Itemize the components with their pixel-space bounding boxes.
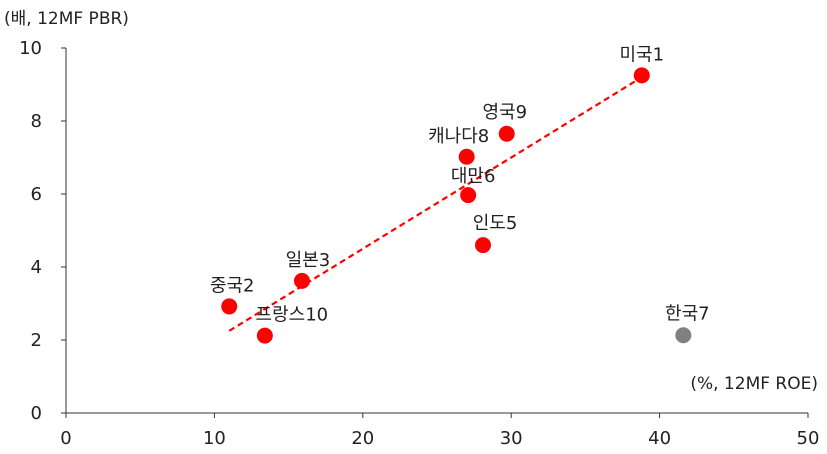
x-tick-label: 10 — [203, 428, 226, 449]
point-labels-group: 미국1 중국2 일본3 인도5 대만6 한국7 캐나다8 영국9 프랑스10 — [210, 44, 710, 325]
y-tick-label: 0 — [31, 403, 42, 424]
data-point — [293, 272, 310, 289]
x-tick-label: 30 — [500, 428, 523, 449]
data-point — [675, 327, 692, 344]
y-tick-label: 6 — [31, 184, 42, 205]
x-tick-label: 20 — [351, 428, 374, 449]
axes: 0 2 4 6 8 10 0 10 20 30 40 50 — [19, 38, 819, 449]
y-tick-label: 4 — [31, 257, 42, 278]
x-axis-label: (%, 12MF ROE) — [690, 374, 818, 394]
point-label: 미국1 — [620, 44, 665, 65]
data-point — [633, 67, 650, 84]
data-point — [221, 298, 238, 315]
y-tick-label: 10 — [19, 38, 42, 59]
data-point — [458, 148, 475, 165]
x-tick-label: 0 — [60, 428, 71, 449]
y-tick-label: 8 — [31, 111, 42, 132]
point-label: 일본3 — [286, 250, 331, 271]
point-label: 프랑스10 — [256, 305, 329, 326]
point-label: 인도5 — [473, 213, 518, 234]
point-label: 캐나다8 — [428, 126, 489, 147]
point-label: 대만6 — [451, 166, 496, 187]
data-point — [498, 125, 515, 142]
point-label: 한국7 — [665, 303, 710, 324]
y-axis-label: (배, 12MF PBR) — [4, 9, 129, 29]
trendline — [228, 76, 643, 332]
data-point — [475, 237, 492, 254]
trendline-group — [228, 76, 643, 332]
y-tick-label: 2 — [31, 330, 42, 351]
point-label: 영국9 — [482, 102, 527, 123]
data-point — [460, 187, 477, 204]
data-point — [256, 327, 273, 344]
x-tick-label: 50 — [797, 428, 820, 449]
points-group — [221, 67, 692, 344]
x-tick-label: 40 — [648, 428, 671, 449]
point-label: 중국2 — [210, 275, 255, 296]
